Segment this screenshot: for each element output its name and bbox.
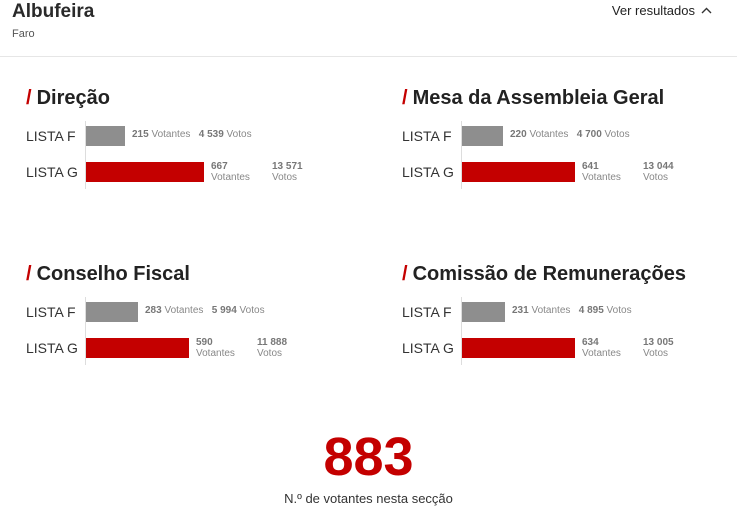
page-subtitle: Faro xyxy=(12,28,35,40)
chart-axis xyxy=(85,121,86,189)
section-mesa-assembleia-geral: / Mesa da Assembleia Geral LISTA F 220 Vo… xyxy=(402,87,722,207)
section-title: / Comissão de Remunerações xyxy=(402,263,686,285)
chart-axis xyxy=(461,297,462,365)
bar-lista-f xyxy=(462,126,503,146)
section-comissao-remuneracoes: / Comissão de Remunerações LISTA F 231 Vo… xyxy=(402,263,722,383)
result-row-lista-f: LISTA F 231 Votantes 4 895 Votos xyxy=(402,302,722,342)
votantes-stack: 641 Votantes xyxy=(582,161,621,183)
section-direcao: / Direção LISTA F 215 Votantes 4 539 Voto… xyxy=(26,87,346,207)
votantes-stack: 590 Votantes xyxy=(196,337,235,359)
chart-axis xyxy=(461,121,462,189)
section-title: / Direção xyxy=(26,87,110,109)
list-label: LISTA F xyxy=(26,128,76,144)
votos-stack: 13 571 Votos xyxy=(272,161,303,183)
result-row-lista-g: LISTA G 641 Votantes 13 044 Votos xyxy=(402,161,722,202)
section-conselho-fiscal: / Conselho Fiscal LISTA F 283 Votantes 5 … xyxy=(26,263,346,383)
bar-lista-g xyxy=(462,338,575,358)
vote-values: 215 Votantes 4 539 Votos xyxy=(132,129,252,140)
result-row-lista-f: LISTA F 283 Votantes 5 994 Votos xyxy=(26,302,346,342)
bar-lista-f xyxy=(86,302,138,322)
bar-lista-g xyxy=(86,162,204,182)
votos-stack: 13 044 Votos xyxy=(643,161,674,183)
list-label: LISTA G xyxy=(402,164,454,180)
result-row-lista-g: LISTA G 667 Votantes 13 571 Votos xyxy=(26,161,346,202)
list-label: LISTA G xyxy=(402,340,454,356)
result-row-lista-f: LISTA F 215 Votantes 4 539 Votos xyxy=(26,126,346,166)
bar-lista-f xyxy=(462,302,505,322)
vote-values: 220 Votantes 4 700 Votos xyxy=(510,129,630,140)
total-voters-count: 883 xyxy=(323,427,414,487)
toggle-results-button[interactable]: Ver resultados xyxy=(612,3,712,18)
votantes-stack: 667 Votantes xyxy=(211,161,250,183)
list-label: LISTA F xyxy=(402,304,452,320)
page-title: Albufeira xyxy=(12,1,95,22)
bar-lista-g xyxy=(86,338,189,358)
toggle-results-label: Ver resultados xyxy=(611,3,695,18)
votos-stack: 11 888 Votos xyxy=(257,337,288,359)
list-label: LISTA F xyxy=(402,128,452,144)
bar-lista-f xyxy=(86,126,125,146)
result-row-lista-f: LISTA F 220 Votantes 4 700 Votos xyxy=(402,126,722,166)
chevron-up-icon xyxy=(701,7,712,14)
total-voters-label: N.º de votantes nesta secção xyxy=(284,491,453,506)
chart-axis xyxy=(85,297,86,365)
page-header: Albufeira Faro Ver resultados xyxy=(0,0,737,57)
list-label: LISTA G xyxy=(26,340,78,356)
votantes-stack: 634 Votantes xyxy=(582,337,621,359)
vote-values: 283 Votantes 5 994 Votos xyxy=(145,305,265,316)
bar-lista-g xyxy=(462,162,575,182)
result-row-lista-g: LISTA G 590 Votantes 11 888 Votos xyxy=(26,337,346,378)
section-title: / Mesa da Assembleia Geral xyxy=(402,87,665,109)
votos-stack: 13 005 Votos xyxy=(643,337,674,359)
vote-values: 231 Votantes 4 895 Votos xyxy=(512,305,632,316)
list-label: LISTA G xyxy=(26,164,78,180)
list-label: LISTA F xyxy=(26,304,76,320)
result-row-lista-g: LISTA G 634 Votantes 13 005 Votos xyxy=(402,337,722,378)
section-title: / Conselho Fiscal xyxy=(26,263,190,285)
